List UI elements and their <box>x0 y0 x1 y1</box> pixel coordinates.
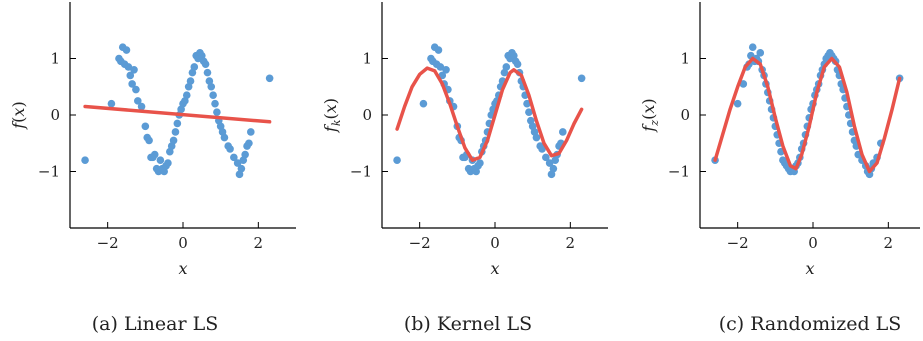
data-point <box>237 164 246 173</box>
data-point <box>436 63 445 71</box>
y-tick-label: −1 <box>38 163 60 181</box>
data-point <box>502 63 511 71</box>
data-point <box>173 119 182 128</box>
y-tick-label: 1 <box>50 50 60 68</box>
fit-line <box>713 56 902 174</box>
data-point <box>186 77 195 85</box>
panel-randomized-ls: −2 0 2 −1 0 1 x fz(x) (c) Randomized LS <box>639 2 920 335</box>
x-axis-label: x <box>490 259 499 278</box>
x-tick-label: −2 <box>727 234 749 252</box>
data-point <box>209 91 217 100</box>
data-point <box>134 97 142 105</box>
panel-kernel-ls: −2 0 2 −1 0 1 x fk(x) (b) Kernel LS <box>321 2 608 335</box>
data-point <box>265 74 274 83</box>
y-tick-label: 0 <box>680 106 690 124</box>
data-point <box>542 153 550 162</box>
y-tick-label: 0 <box>50 106 60 124</box>
data-point <box>513 60 522 68</box>
data-point <box>525 108 533 116</box>
data-point <box>203 68 212 77</box>
data-point <box>156 156 165 164</box>
x-axis-label: x <box>805 259 814 278</box>
data-point <box>211 99 219 108</box>
data-point <box>124 63 133 71</box>
y-axis-label: fk(x) <box>321 98 343 133</box>
data-point <box>233 159 242 167</box>
y-axis-label: fz(x) <box>639 98 661 132</box>
data-point <box>81 156 89 164</box>
data-point <box>748 43 757 51</box>
data-point <box>532 133 541 142</box>
data-point <box>577 74 586 83</box>
x-tick-label: −2 <box>97 234 119 252</box>
data-point <box>126 71 135 80</box>
data-point <box>756 49 765 57</box>
data-point <box>545 159 554 167</box>
data-point <box>128 80 136 88</box>
data-point <box>150 150 159 159</box>
data-point <box>538 145 546 153</box>
data-point <box>230 153 238 162</box>
x-tick-label: −2 <box>409 234 431 252</box>
data-point <box>523 99 531 108</box>
panel-caption: (a) Linear LS <box>92 313 218 335</box>
panel-linear-ls: −2 0 2 −1 0 1 x f(x) (a) Linear LS <box>9 2 296 335</box>
data-point <box>130 66 138 74</box>
data-point <box>182 91 191 100</box>
data-point <box>201 60 210 68</box>
x-tick-label: 0 <box>490 234 500 252</box>
data-point <box>226 145 234 153</box>
data-point <box>190 63 199 71</box>
data-point <box>207 82 216 91</box>
data-point <box>549 164 558 173</box>
data-point <box>107 99 116 108</box>
x-tick-label: 2 <box>884 234 894 252</box>
x-tick-label: 2 <box>254 234 264 252</box>
fit-line <box>395 66 584 162</box>
panel-caption: (b) Kernel LS <box>404 313 532 335</box>
fit-line <box>83 104 272 124</box>
data-point <box>137 102 146 111</box>
y-axis-label: f(x) <box>9 101 28 129</box>
y-tick-label: 1 <box>362 50 372 68</box>
x-axis-label: x <box>178 259 187 278</box>
data-point <box>169 136 178 145</box>
data-point <box>220 133 229 142</box>
y-tick-label: 0 <box>362 106 372 124</box>
panel-caption: (c) Randomized LS <box>719 313 902 335</box>
data-point <box>247 128 255 136</box>
x-tick-label: 0 <box>178 234 188 252</box>
data-point <box>241 150 249 159</box>
data-point <box>434 46 443 54</box>
data-point <box>122 46 131 54</box>
data-point <box>442 66 450 74</box>
data-point <box>164 159 172 167</box>
data-point <box>141 122 150 131</box>
y-tick-label: 1 <box>680 50 690 68</box>
data-point <box>245 139 253 148</box>
y-tick-label: −1 <box>668 163 690 181</box>
x-tick-label: 0 <box>808 234 818 252</box>
data-point <box>733 99 742 108</box>
data-point <box>559 128 567 136</box>
data-point <box>171 128 180 136</box>
data-point <box>393 156 401 164</box>
data-point <box>145 136 153 145</box>
data-point <box>132 85 140 94</box>
data-point <box>476 159 484 167</box>
data-point <box>419 99 428 108</box>
y-tick-label: −1 <box>350 163 372 181</box>
data-point <box>739 80 748 88</box>
x-tick-label: 2 <box>566 234 576 252</box>
data-point <box>213 108 221 116</box>
